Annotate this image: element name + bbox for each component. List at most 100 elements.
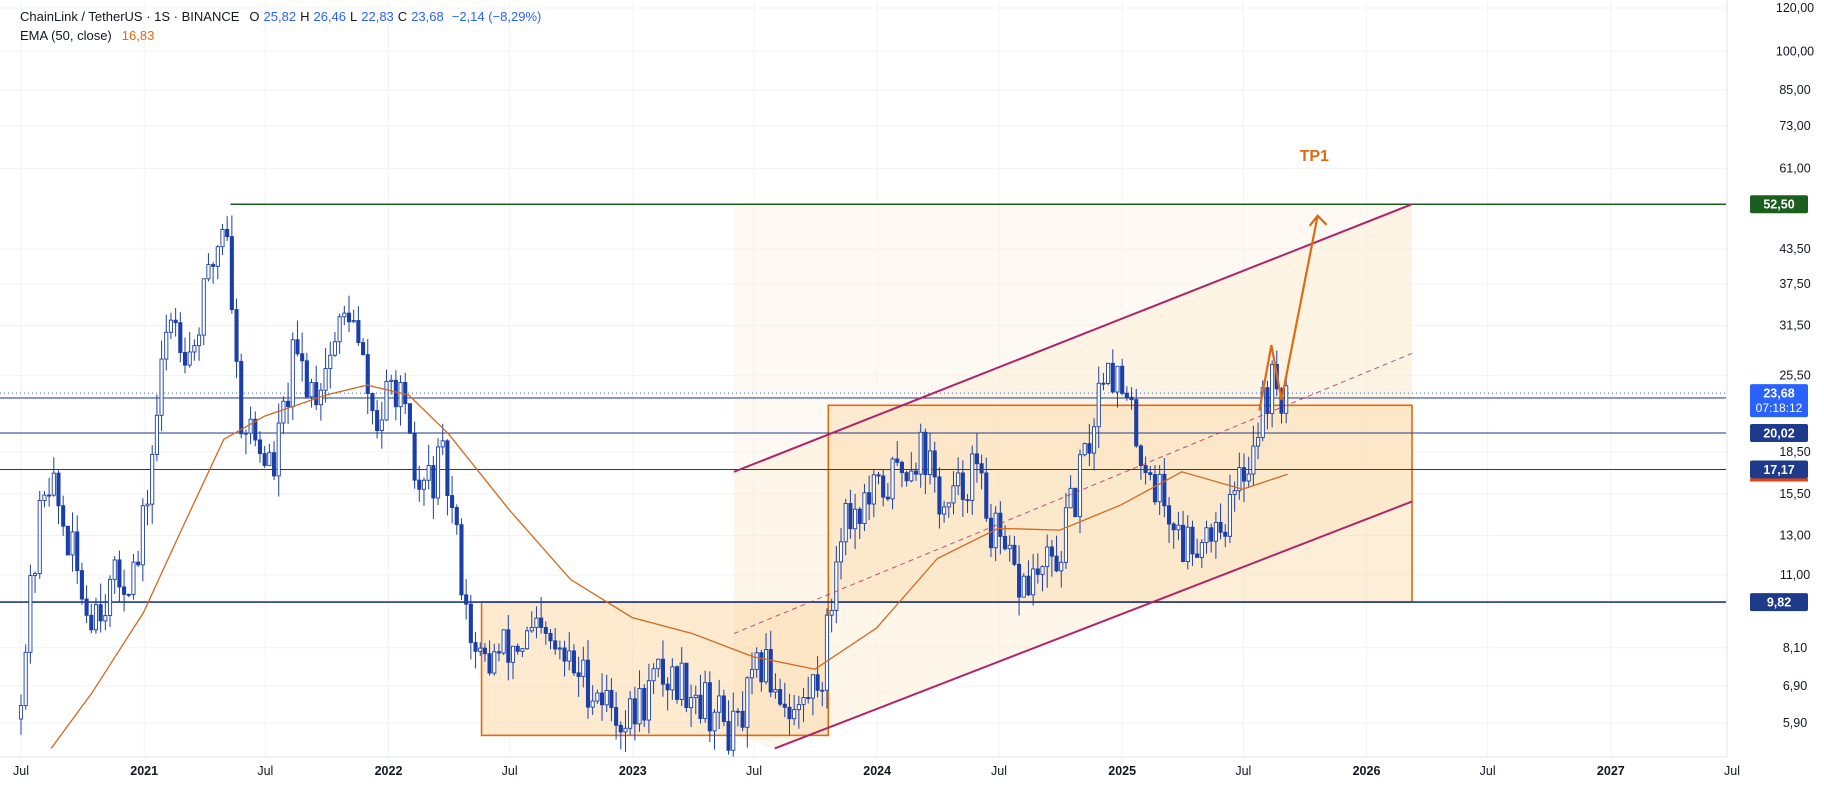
y-tick-label: 37,50 — [1779, 277, 1810, 291]
candle — [42, 491, 47, 508]
x-tick-label: Jul — [257, 764, 273, 778]
candle-up-body — [1251, 445, 1256, 475]
candle-up-body — [1115, 365, 1120, 393]
x-tick-label: 2022 — [375, 764, 403, 778]
candle-down-body — [974, 453, 979, 465]
candle — [660, 640, 666, 697]
candle-down-body — [1026, 575, 1031, 596]
candle-up-body — [1092, 426, 1097, 454]
candle-down-body — [122, 586, 127, 595]
candle-down-body — [361, 342, 366, 356]
candle — [468, 594, 473, 660]
ema-line — [50, 384, 1288, 749]
candle-up-body — [220, 228, 225, 248]
candle — [300, 332, 305, 382]
candle-up-body — [1063, 507, 1068, 563]
ohlc-row: ChainLink / TetherUS · 1S · BINANCE O 25,… — [20, 7, 541, 26]
candle — [510, 645, 516, 680]
ema-label[interactable]: EMA (50, close) — [20, 28, 112, 43]
candle — [93, 597, 99, 634]
candle — [1218, 503, 1223, 540]
candle — [1152, 465, 1158, 505]
candle-down-body — [904, 472, 909, 482]
candle — [435, 438, 441, 506]
candle — [361, 337, 366, 356]
candle-up-body — [384, 380, 389, 421]
box-upper — [827, 404, 1413, 603]
candle — [979, 454, 984, 490]
candle-down-body — [454, 507, 459, 526]
candle — [534, 606, 539, 639]
candle — [229, 215, 234, 314]
candle — [271, 441, 277, 481]
candle — [342, 305, 347, 326]
tp1-label: TP1 — [1300, 148, 1329, 165]
candle-down-body — [543, 627, 548, 634]
candle — [1284, 378, 1289, 424]
x-tick-label: Jul — [502, 764, 518, 778]
high-label: H — [300, 9, 310, 24]
candle — [1176, 511, 1181, 541]
candle — [1077, 449, 1083, 534]
candle-down-body — [1054, 555, 1059, 572]
candle — [942, 500, 947, 523]
candle-up-body — [1157, 473, 1162, 503]
candle-up-body — [112, 559, 117, 580]
candle-up-body — [717, 695, 722, 713]
candle-up-body — [351, 320, 356, 323]
candle — [646, 663, 651, 734]
candle — [1251, 425, 1256, 486]
candle-down-body — [1279, 388, 1284, 414]
candle — [656, 658, 661, 678]
candle — [581, 646, 586, 688]
candle — [70, 512, 75, 572]
candle-down-body — [979, 463, 984, 474]
candle-down-body — [585, 659, 591, 708]
candle-down-body — [89, 614, 94, 631]
candle — [112, 555, 117, 595]
x-tick-label: 2027 — [1597, 764, 1625, 778]
candle — [853, 494, 858, 550]
candle-up-body — [1040, 566, 1045, 575]
candle-up-body — [1045, 546, 1050, 568]
candle-down-body — [937, 476, 942, 515]
candle-up-body — [838, 541, 844, 563]
candle — [515, 643, 520, 655]
candle-down-body — [698, 694, 703, 719]
symbol-title[interactable]: ChainLink / TetherUS · 1S · BINANCE — [20, 9, 240, 24]
candle-down-body — [431, 465, 436, 499]
candle-up-body — [131, 561, 136, 595]
candle-down-body — [234, 309, 239, 362]
candle — [1195, 538, 1200, 558]
candle-down-body — [445, 440, 450, 496]
candle-down-body — [84, 598, 89, 616]
candle — [1143, 456, 1148, 485]
candle-up-body — [581, 659, 586, 677]
candle — [356, 306, 361, 346]
candle — [1031, 553, 1036, 606]
candle — [754, 647, 759, 678]
candle-up-body — [1284, 385, 1289, 414]
candle — [595, 689, 600, 705]
candle — [1213, 512, 1218, 559]
candle — [543, 621, 548, 645]
candle-up-body — [829, 610, 834, 616]
candle — [454, 504, 459, 535]
candle-down-body — [895, 458, 900, 463]
candle-down-body — [857, 508, 862, 524]
candle — [801, 688, 806, 723]
candle — [173, 308, 178, 337]
candle-down-body — [562, 647, 567, 662]
candle-up-body — [951, 485, 956, 504]
candle-up-body — [1068, 487, 1073, 509]
candle — [178, 312, 183, 363]
candle-down-body — [304, 360, 309, 398]
candle-down-body — [98, 604, 103, 622]
candle-down-body — [1110, 362, 1115, 393]
candle — [965, 494, 970, 514]
candle — [562, 640, 567, 677]
candle — [843, 498, 848, 556]
candle-down-body — [1101, 382, 1106, 385]
